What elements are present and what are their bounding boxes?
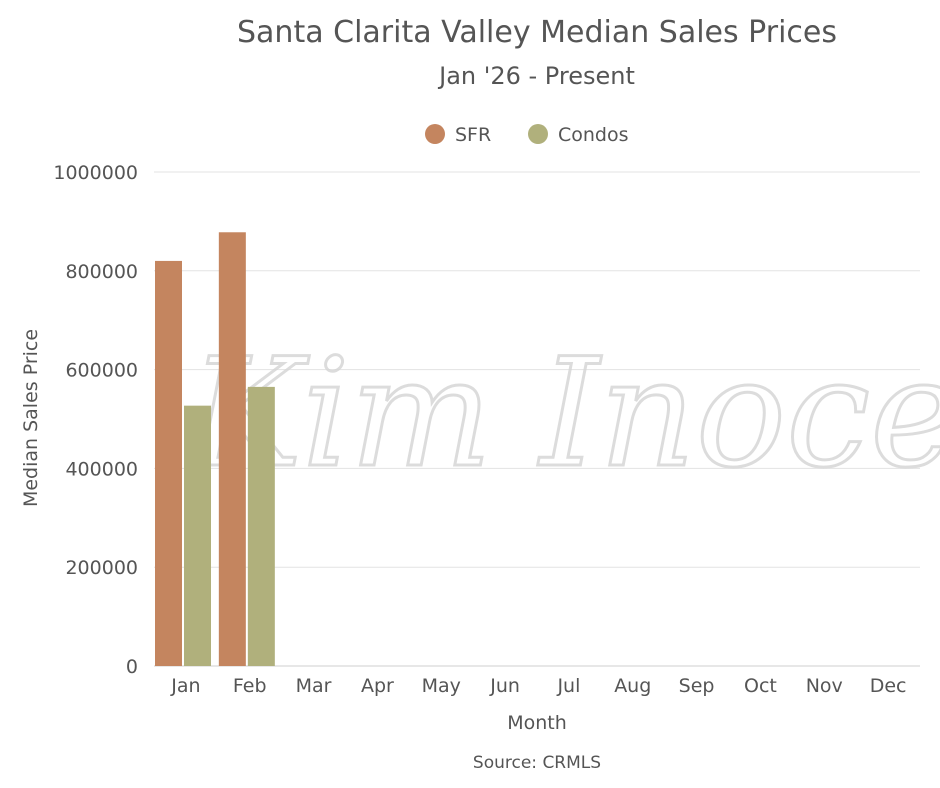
x-tick-label: Jun bbox=[489, 675, 520, 697]
y-tick-label: 1000000 bbox=[53, 162, 138, 184]
x-tick-label: Apr bbox=[361, 675, 394, 697]
legend: SFR Condos bbox=[425, 124, 629, 146]
bar-sfr-feb[interactable] bbox=[218, 232, 246, 666]
x-axis-label: Month bbox=[507, 712, 567, 734]
x-tick-label: Oct bbox=[744, 675, 777, 697]
x-tick-label: May bbox=[422, 675, 461, 697]
bar-condos-feb[interactable] bbox=[247, 386, 275, 666]
x-axis-ticks: Jan Feb Mar Apr May Jun Jul Aug Sep Oct Nov Dec bbox=[170, 675, 906, 697]
bar-condos-jan[interactable] bbox=[184, 405, 211, 666]
gridlines bbox=[154, 171, 920, 667]
y-axis-ticks: 0 200000 400000 600000 800000 1000000 bbox=[53, 162, 138, 678]
x-tick-label: Mar bbox=[296, 675, 332, 697]
chart-subtitle: Jan '26 - Present bbox=[437, 62, 635, 90]
legend-swatch-condos bbox=[528, 124, 548, 144]
x-tick-label: Jan bbox=[170, 675, 200, 697]
y-tick-label: 800000 bbox=[65, 261, 138, 283]
x-tick-label: Sep bbox=[679, 675, 715, 697]
bar-sfr-jan[interactable] bbox=[155, 260, 182, 666]
y-tick-label: 400000 bbox=[65, 458, 138, 480]
x-tick-label: Feb bbox=[233, 675, 267, 697]
legend-item-condos[interactable]: Condos bbox=[528, 124, 629, 146]
chart-title: Santa Clarita Valley Median Sales Prices bbox=[237, 15, 837, 50]
y-tick-label: 200000 bbox=[65, 557, 138, 579]
source-note: Source: CRMLS bbox=[473, 753, 601, 773]
legend-swatch-sfr bbox=[425, 124, 445, 144]
bars bbox=[155, 232, 275, 666]
legend-item-sfr[interactable]: SFR bbox=[425, 124, 491, 146]
legend-label-sfr: SFR bbox=[455, 124, 491, 146]
x-tick-label: Aug bbox=[614, 675, 651, 697]
x-tick-label: Dec bbox=[870, 675, 907, 697]
y-axis-label: Median Sales Price bbox=[20, 329, 42, 507]
legend-label-condos: Condos bbox=[558, 124, 629, 146]
x-tick-label: Nov bbox=[806, 675, 843, 697]
y-tick-label: 600000 bbox=[65, 360, 138, 382]
y-tick-label: 0 bbox=[126, 656, 138, 678]
watermark-signature: Kim Inocente bbox=[187, 327, 940, 501]
x-tick-label: Jul bbox=[556, 675, 580, 697]
